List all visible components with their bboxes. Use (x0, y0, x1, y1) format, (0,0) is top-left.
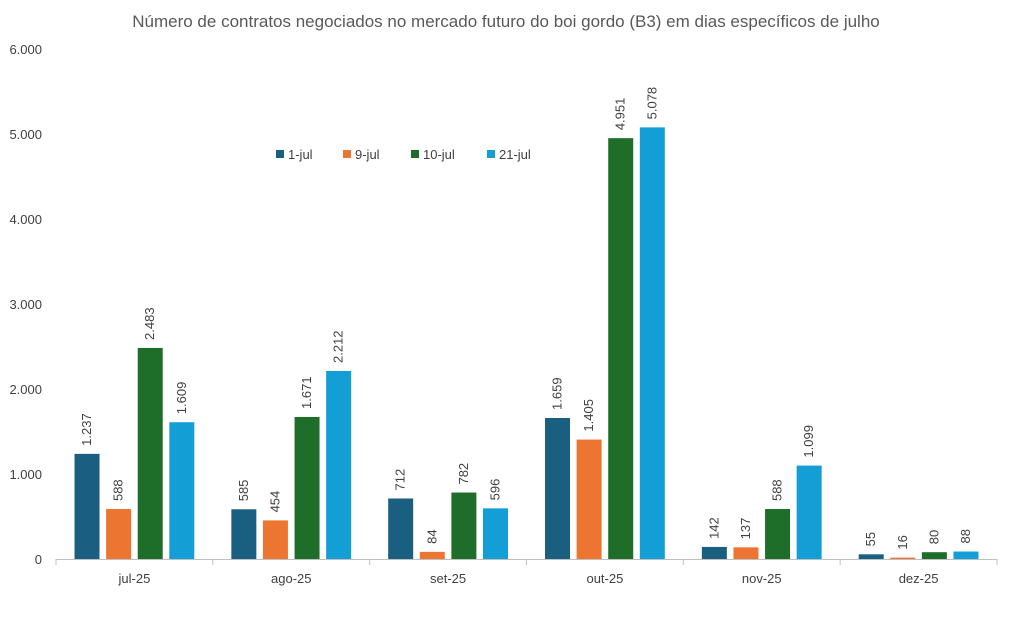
bar-10-jul-nov-25 (765, 509, 791, 559)
y-tick-label: 6.000 (9, 42, 42, 57)
bar-21-jul-dez-25 (953, 551, 979, 559)
y-tick-label: 5.000 (9, 127, 42, 142)
data-label: 1.405 (581, 399, 596, 432)
bar-1-jul-nov-25 (701, 546, 727, 559)
data-label: 80 (926, 530, 941, 544)
legend-swatch (487, 150, 495, 158)
y-tick-label: 1.000 (9, 467, 42, 482)
bar-1-jul-set-25 (388, 498, 414, 559)
data-label: 712 (393, 469, 408, 491)
bar-9-jul-ago-25 (262, 520, 288, 559)
x-tick-label: set-25 (430, 571, 466, 586)
data-label: 588 (770, 479, 785, 501)
data-label: 782 (456, 463, 471, 485)
data-label: 2.483 (142, 307, 157, 340)
legend-label: 10-jul (423, 147, 455, 162)
data-label: 142 (706, 517, 721, 539)
bar-1-jul-ago-25 (231, 509, 257, 559)
bar-10-jul-dez-25 (921, 552, 947, 559)
bar-1-jul-dez-25 (858, 554, 884, 559)
bar-9-jul-out-25 (576, 439, 602, 559)
data-label: 454 (267, 491, 282, 513)
data-label: 1.671 (299, 376, 314, 409)
bar-10-jul-jul-25 (137, 347, 163, 559)
data-label: 596 (487, 479, 502, 501)
chart-title: Número de contratos negociados no mercad… (132, 12, 880, 31)
x-tick-label: out-25 (586, 571, 623, 586)
legend: 1-jul 9-jul 10-jul 21-jul (276, 147, 531, 162)
bar-21-jul-jul-25 (169, 422, 195, 559)
legend-swatch (343, 150, 351, 158)
legend-swatch (411, 150, 419, 158)
data-label: 137 (738, 518, 753, 540)
x-tick-label: dez-25 (899, 571, 939, 586)
data-label: 1.099 (801, 425, 816, 458)
bar-9-jul-jul-25 (106, 509, 132, 559)
bar-9-jul-nov-25 (733, 547, 759, 559)
bar-10-jul-set-25 (451, 492, 477, 559)
bar-21-jul-set-25 (482, 508, 508, 559)
data-label: 2.212 (331, 330, 346, 363)
data-label: 16 (895, 535, 910, 549)
bar-21-jul-nov-25 (796, 465, 822, 559)
x-tick-label: ago-25 (271, 571, 311, 586)
y-tick-label: 3.000 (9, 297, 42, 312)
bar-1-jul-jul-25 (74, 453, 100, 559)
x-axis: jul-25 ago-25 set-25 out-25 nov-25 dez-25 (55, 559, 998, 586)
data-label: 4.951 (613, 98, 628, 131)
bar-1-jul-out-25 (545, 417, 571, 559)
bar-9-jul-dez-25 (890, 557, 916, 559)
x-tick-label: nov-25 (742, 571, 782, 586)
y-tick-label: 4.000 (9, 212, 42, 227)
data-label: 1.237 (79, 413, 94, 446)
bar-21-jul-out-25 (639, 127, 665, 560)
y-axis: 0 1.000 2.000 3.000 4.000 5.000 6.000 (9, 42, 42, 567)
data-label: 1.659 (550, 377, 565, 410)
y-tick-label: 2.000 (9, 382, 42, 397)
data-label: 585 (236, 480, 251, 502)
legend-label: 1-jul (288, 147, 313, 162)
data-label: 1.609 (174, 382, 189, 415)
data-label: 588 (111, 479, 126, 501)
data-label: 84 (424, 529, 439, 543)
data-label: 5.078 (644, 87, 659, 120)
legend-label: 21-jul (499, 147, 531, 162)
data-label: 55 (863, 532, 878, 546)
data-label: 88 (958, 529, 973, 543)
bar-10-jul-ago-25 (294, 416, 320, 559)
bar-9-jul-set-25 (419, 551, 445, 559)
bar-21-jul-ago-25 (326, 370, 352, 559)
data-labels: 1.237 588 2.483 1.609 585 454 1.671 2.212 712 84 7… (79, 87, 973, 550)
legend-label: 9-jul (355, 147, 380, 162)
bars (74, 127, 979, 560)
legend-swatch (276, 150, 284, 158)
bar-10-jul-out-25 (608, 138, 634, 560)
x-tick-label: jul-25 (118, 571, 151, 586)
y-tick-label: 0 (35, 552, 42, 567)
